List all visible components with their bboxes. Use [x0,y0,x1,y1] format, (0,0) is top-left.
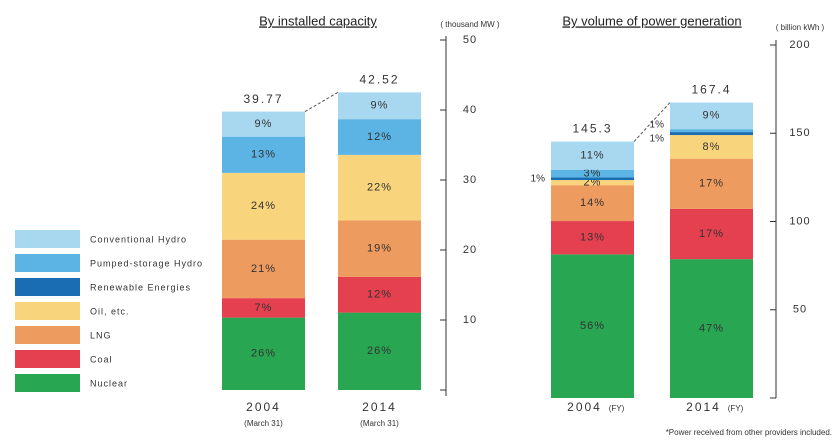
chart-title: By installed capacity [259,13,377,28]
connector [633,102,671,142]
y-tick-label: 50 [463,34,477,46]
total-label: 42.52 [359,73,399,87]
x-tick-label: 2004 [246,400,281,414]
bar-segment [222,298,305,318]
data-label: 9% [255,118,273,130]
connector [304,91,339,113]
bar-segment [551,180,634,186]
x-tick-label: 2014 [686,400,721,414]
x-tick-label: 2014 [362,400,397,414]
bar-segment [551,185,634,222]
data-label: 14% [580,197,605,209]
legend-swatch [15,230,80,248]
x-tick-note: (March 31) [244,419,283,428]
y-tick-label: 20 [463,244,477,256]
data-label: 1% [531,173,546,184]
unit-label: ( billion kWh ) [776,23,825,32]
data-label: 13% [580,232,605,244]
bar-segment [222,172,305,240]
bar-segment [222,317,305,390]
data-label: 26% [367,345,392,357]
y-tick-label: 150 [789,127,810,139]
bar-segment [222,239,305,299]
data-label: 12% [367,289,392,301]
bar-segment [670,132,753,136]
bar-segment [670,259,753,398]
bar-segment [551,177,634,181]
legend-swatch [15,326,80,344]
legend-label: Renewable Energies [90,282,191,292]
total-label: 167.4 [691,83,731,97]
bar-segment [670,158,753,209]
y-tick-label: 30 [463,174,477,186]
x-tick-note: (March 31) [360,419,399,428]
total-label: 39.77 [243,92,283,106]
bar-segment [338,312,421,390]
legend-swatch [15,350,80,368]
data-label: 26% [251,348,276,360]
bar-segment [222,136,305,173]
data-label: 56% [580,320,605,332]
y-tick-label: 50 [793,304,807,316]
data-label: 47% [699,322,724,334]
y-tick-label: 40 [463,104,477,116]
data-label: 12% [367,131,392,143]
legend-label: LNG [90,330,112,340]
bar-segment [551,221,634,255]
data-label: 9% [703,110,721,122]
legend-swatch [15,302,80,320]
data-label: 13% [251,149,276,161]
x-tick-label: 2004 [567,400,602,414]
bar-segment [670,135,753,159]
x-tick-note: (FY) [609,404,625,413]
legend-label: Oil, etc. [90,306,130,316]
data-label: 21% [251,263,276,275]
legend-swatch [15,374,80,392]
data-label: 8% [703,141,721,153]
unit-label: ( thousand MW ) [440,20,499,29]
bar-segment [551,254,634,398]
legend-swatch [15,278,80,296]
bar-segment [670,102,753,130]
bar-segment [222,111,305,137]
bar-segment [670,208,753,260]
x-tick-note: (FY) [728,404,744,413]
data-label: 1% [650,134,665,145]
data-label: 3% [584,168,602,180]
bar-segment [338,92,421,120]
legend-label: Pumped-storage Hydro [90,258,203,268]
data-label: 17% [699,228,724,240]
data-label: 1% [650,120,665,131]
data-label: 19% [367,243,392,255]
bar-segment [338,220,421,277]
y-tick-label: 10 [463,314,477,326]
data-label: 9% [371,100,389,112]
legend-label: Conventional Hydro [90,234,187,244]
y-tick-label: 100 [789,215,810,227]
data-label: 22% [367,182,392,194]
legend-swatch [15,254,80,272]
bar-segment [670,129,753,133]
bar-segment [338,119,421,155]
footnote: *Power received from other providers inc… [666,428,832,437]
data-label: 17% [699,178,724,190]
bar-segment [338,276,421,313]
legend-label: Nuclear [90,378,128,388]
chart-title: By volume of power generation [562,13,741,28]
bar-segment [338,154,421,221]
total-label: 145.3 [572,122,612,136]
data-label: 11% [580,150,604,162]
y-tick-label: 200 [789,39,810,51]
data-label: 7% [255,302,273,314]
bar-segment [551,141,634,170]
bar-segment [551,169,634,178]
data-label: 24% [251,200,276,212]
legend-label: Coal [90,354,113,364]
